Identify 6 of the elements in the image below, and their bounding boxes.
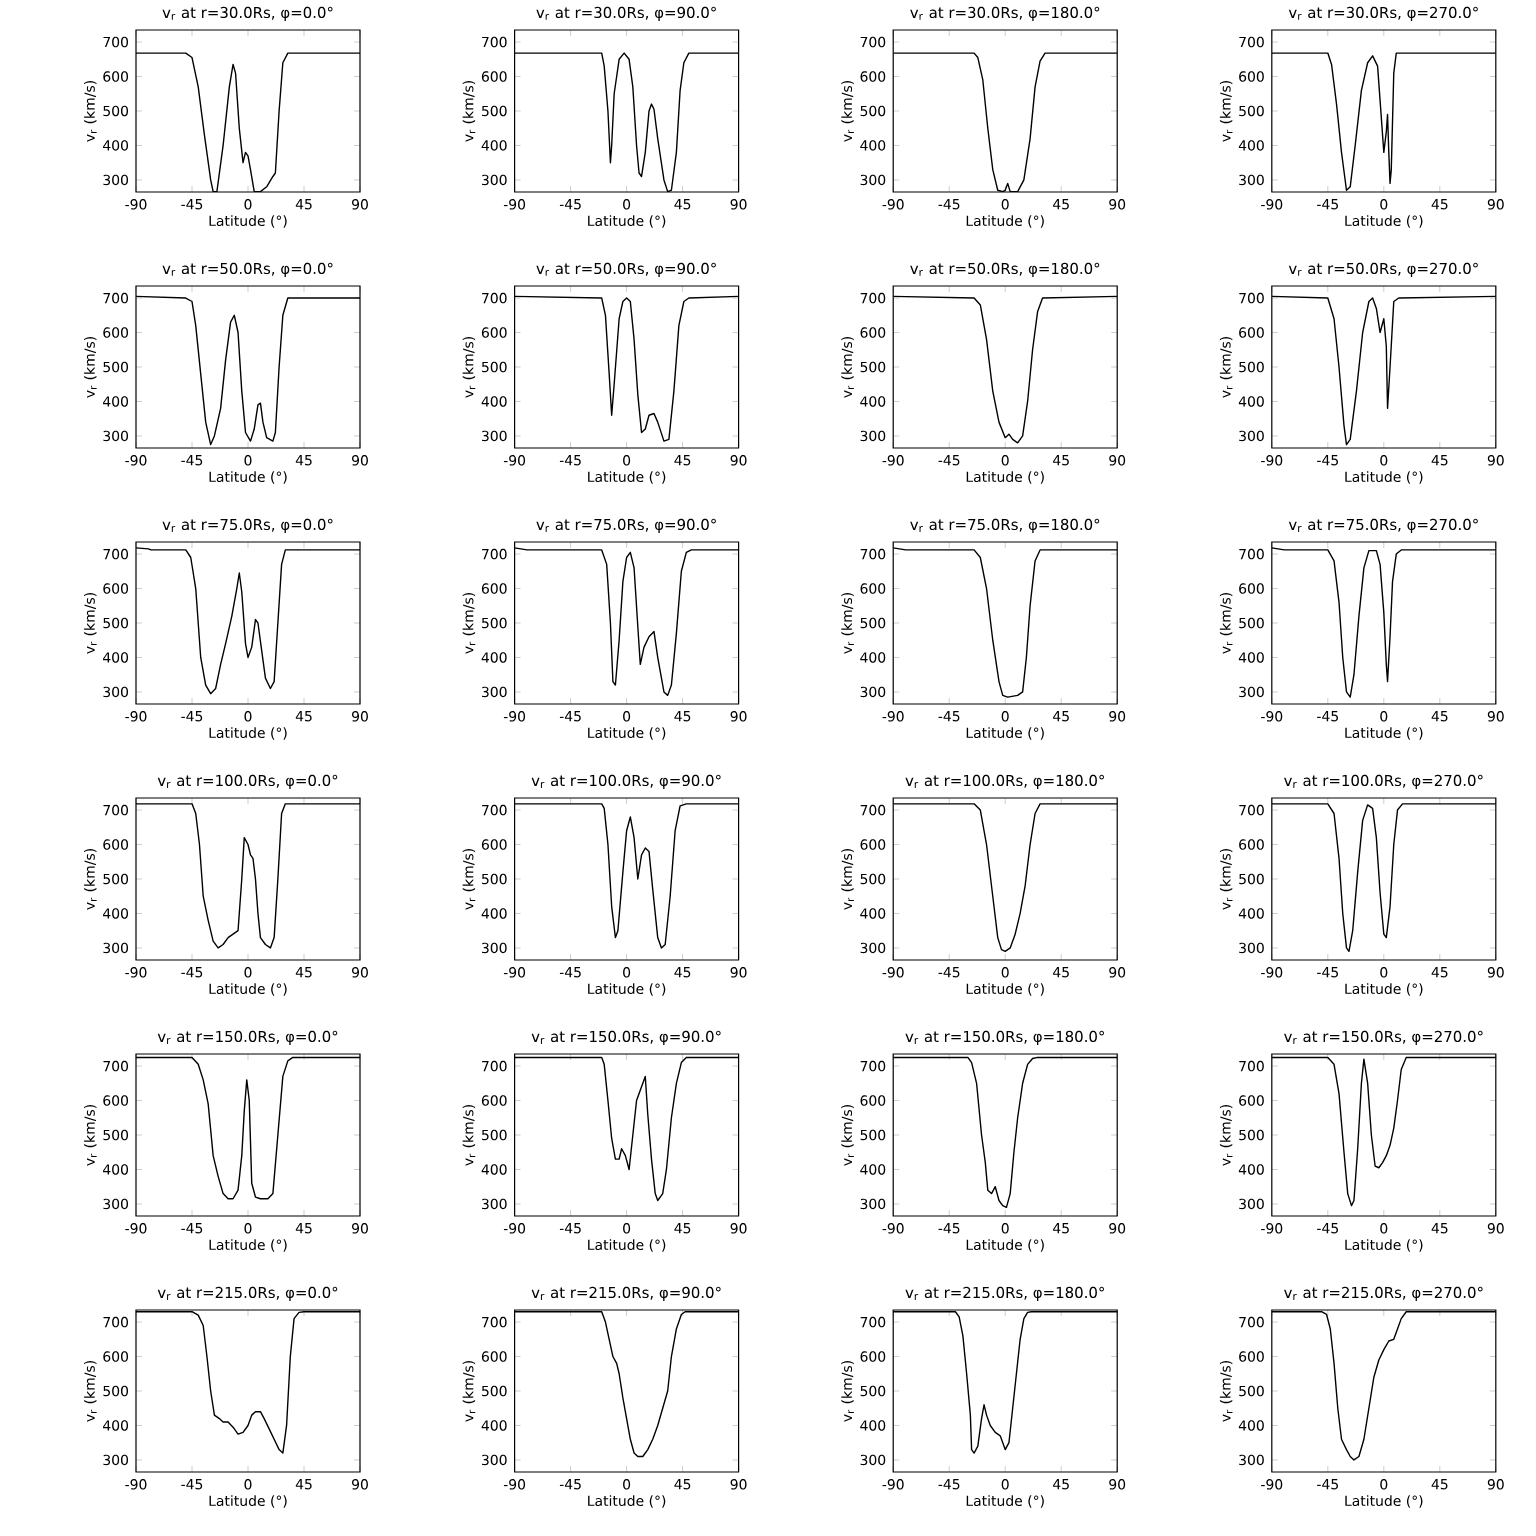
line-series	[893, 803, 1118, 953]
line-series	[514, 547, 739, 697]
line-series	[1271, 547, 1496, 698]
line-series	[893, 547, 1118, 698]
line-series	[1271, 803, 1496, 953]
line-series	[893, 1056, 1118, 1209]
